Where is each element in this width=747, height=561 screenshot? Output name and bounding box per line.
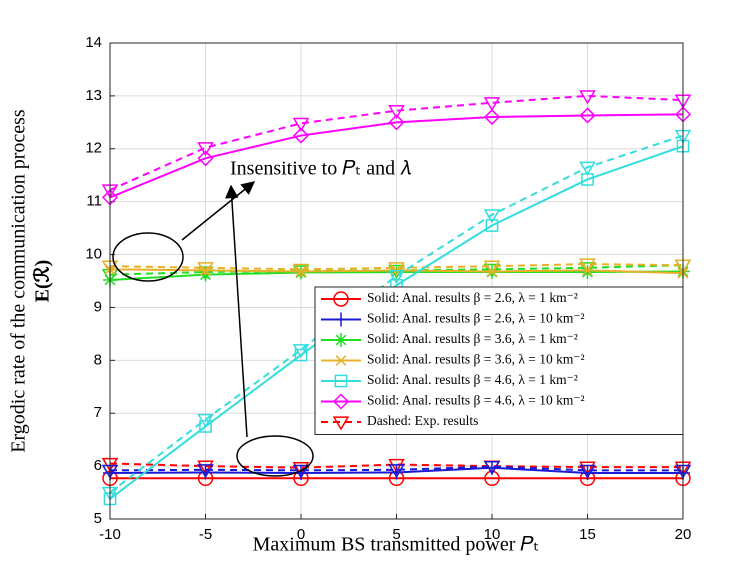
marker <box>579 161 596 176</box>
arrow <box>225 184 248 438</box>
marker <box>579 461 596 476</box>
arrow <box>181 181 256 241</box>
marker <box>295 266 307 277</box>
y-tick-label: 8 <box>94 351 102 368</box>
lines <box>101 90 692 506</box>
marker <box>197 262 214 277</box>
marker <box>389 265 404 280</box>
legend-label: Solid: Anal. results β = 3.6, λ = 1 km⁻² <box>367 331 578 346</box>
marker <box>582 264 593 276</box>
plot-frame <box>109 42 684 520</box>
marker <box>292 263 310 278</box>
marker <box>200 264 211 276</box>
marker <box>197 150 214 167</box>
marker <box>198 465 213 480</box>
y-tick-label: 13 <box>85 87 102 104</box>
y-tick-label: 9 <box>94 298 102 315</box>
y-tick-label: 11 <box>86 193 102 210</box>
legend: Solid: Anal. results β = 2.6, λ = 1 km⁻²… <box>314 286 684 435</box>
marker <box>199 420 212 433</box>
legend-marker <box>334 333 348 347</box>
marker <box>579 464 596 479</box>
marker <box>388 464 405 479</box>
marker <box>292 127 310 144</box>
marker <box>292 117 310 132</box>
legend-label: Solid: Anal. results β = 2.6, λ = 10 km⁻… <box>367 311 585 326</box>
x-axis-label: Maximum BS transmitted power 𝑃ₜ <box>253 534 540 556</box>
exp-line <box>109 134 684 494</box>
marker <box>388 270 405 285</box>
line <box>109 145 684 500</box>
legend-label: Dashed: Exp. results <box>367 413 478 428</box>
marker <box>580 465 595 480</box>
legend-marker <box>332 416 350 431</box>
y-tick-label: 10 <box>85 246 102 263</box>
marker <box>579 107 596 124</box>
marker <box>485 219 499 232</box>
marker <box>579 90 596 105</box>
marker <box>483 209 501 224</box>
ellipse <box>236 435 314 477</box>
marker <box>103 492 117 506</box>
marker <box>388 105 405 120</box>
legend-marker <box>334 312 348 327</box>
ellipse <box>112 232 184 282</box>
marker <box>579 258 596 273</box>
line <box>109 113 684 199</box>
y-tick-label: 14 <box>85 34 102 51</box>
marker <box>197 142 214 157</box>
x-tick-label: 5 <box>392 526 400 543</box>
marker <box>292 344 310 359</box>
legend-label: Solid: Anal. results β = 4.6, λ = 10 km⁻… <box>367 393 585 408</box>
marker <box>483 263 501 278</box>
y-tick-label: 6 <box>94 457 102 474</box>
x-tick-label: 0 <box>297 526 305 543</box>
x-tick-label: 20 <box>675 526 692 543</box>
marker <box>388 114 405 131</box>
marker <box>294 348 308 362</box>
marker <box>581 173 594 186</box>
legend-marker <box>335 355 347 366</box>
marker <box>389 465 404 480</box>
marker <box>483 108 501 126</box>
y-tick-label: 7 <box>94 404 102 421</box>
y-tick-label: 5 <box>94 510 102 527</box>
x-tick-label: 10 <box>484 526 501 543</box>
annotation: Insensitive to 𝑃ₜ and 𝜆 <box>230 158 411 180</box>
marker <box>388 262 405 277</box>
legend-label: Solid: Anal. results β = 2.6, λ = 1 km⁻² <box>367 290 578 305</box>
legend-box <box>314 286 684 435</box>
marker <box>485 460 499 475</box>
marker <box>486 266 498 277</box>
legend-marker <box>334 374 348 388</box>
marker <box>197 464 214 479</box>
legend-marker <box>333 291 349 307</box>
y-axis-label: E(ℛ) <box>32 260 54 303</box>
marker <box>483 97 501 112</box>
y-tick-label: 12 <box>85 140 102 157</box>
legend-label: Solid: Anal. results β = 3.6, λ = 10 km⁻… <box>367 352 585 367</box>
marker <box>197 460 214 475</box>
legend-label: Solid: Anal. results β = 4.6, λ = 1 km⁻² <box>367 372 578 387</box>
marker <box>676 139 690 153</box>
x-tick-label: -10 <box>99 526 121 543</box>
marker <box>484 470 500 487</box>
x-tick-label: -5 <box>199 526 212 543</box>
legend-marker <box>332 393 350 410</box>
x-tick-label: 15 <box>579 526 596 543</box>
y-axis-label: Ergodic rate of the communication proces… <box>8 109 30 453</box>
